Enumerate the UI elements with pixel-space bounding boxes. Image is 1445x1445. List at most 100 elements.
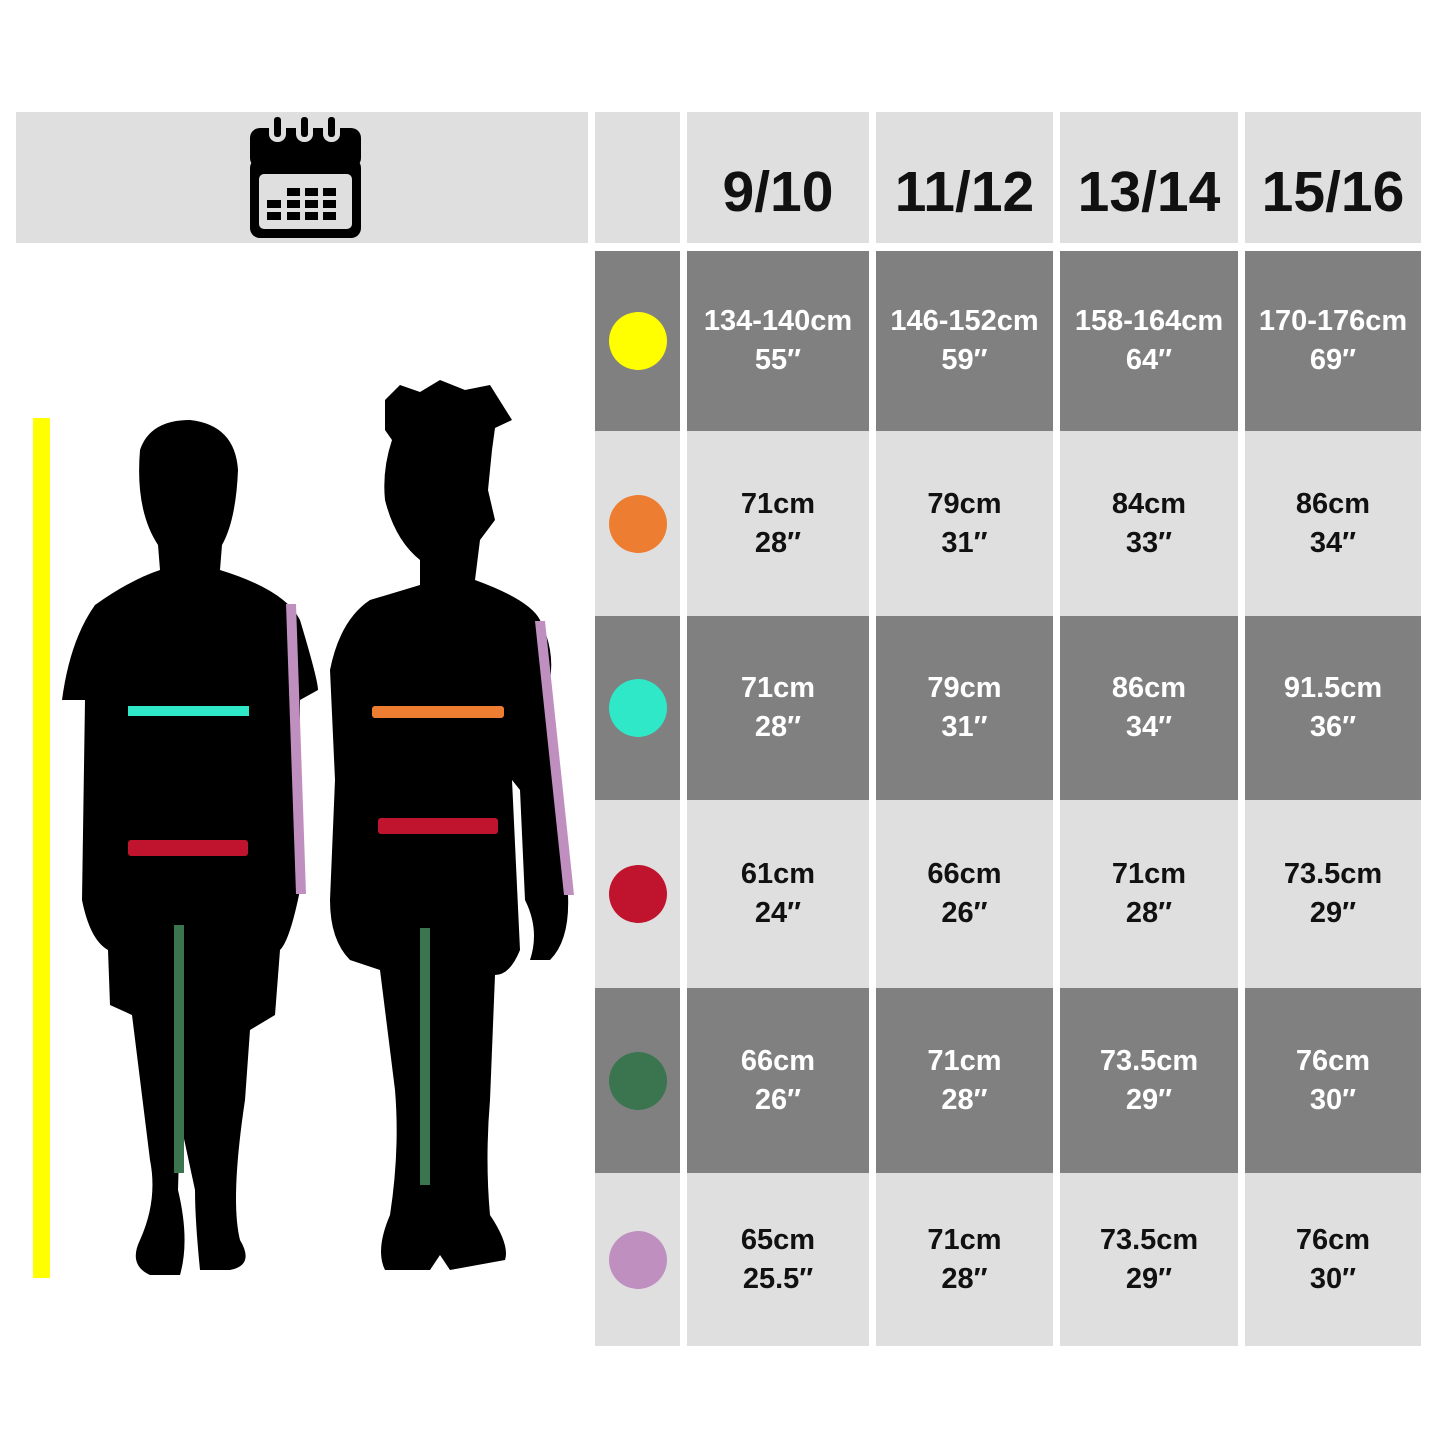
chest-measure-line-girl bbox=[372, 706, 504, 718]
inseam-measure-line-boy bbox=[174, 925, 184, 1173]
cm-value: 66cm bbox=[740, 1044, 816, 1077]
size-cell: 73.5cm 29″ bbox=[1060, 1173, 1238, 1346]
size-cell: 71cm 28″ bbox=[687, 431, 869, 616]
boy-silhouette bbox=[62, 420, 318, 1275]
cm-value: 73.5cm bbox=[1099, 1044, 1199, 1077]
cm-value: 79cm bbox=[927, 487, 1002, 520]
size-header-15-16: 15/16 bbox=[1245, 112, 1421, 243]
size-header-11-12: 11/12 bbox=[876, 112, 1053, 243]
waist-measure-line-boy bbox=[128, 840, 248, 856]
inch-value: 33″ bbox=[1125, 526, 1173, 559]
inch-value: 31″ bbox=[941, 526, 988, 559]
figure-band bbox=[16, 988, 588, 1173]
cm-value: 91.5cm bbox=[1283, 672, 1383, 704]
size-cell: 71cm 28″ bbox=[876, 988, 1053, 1173]
inch-value: 30″ bbox=[1309, 1083, 1357, 1116]
header-figure-panel bbox=[16, 112, 588, 243]
cm-value: 61cm bbox=[740, 858, 816, 890]
size-cell: 76cm 30″ bbox=[1245, 1173, 1421, 1346]
size-cell: 86cm 34″ bbox=[1060, 616, 1238, 800]
header-key-panel bbox=[595, 112, 680, 243]
figure-band bbox=[0, 1173, 588, 1346]
size-cell: 61cm 24″ bbox=[687, 800, 869, 988]
measure-color-dot bbox=[609, 494, 667, 553]
cm-value: 76cm bbox=[1295, 1223, 1371, 1256]
inch-value: 28″ bbox=[1125, 897, 1173, 929]
cm-value: 71cm bbox=[1111, 858, 1187, 890]
size-cell: 66cm 26″ bbox=[876, 800, 1053, 988]
inch-value: 28″ bbox=[941, 1262, 988, 1295]
cm-value: 79cm bbox=[927, 672, 1002, 704]
size-cell: 79cm 31″ bbox=[876, 616, 1053, 800]
inch-value: 28″ bbox=[754, 711, 802, 743]
figure-band bbox=[16, 800, 588, 988]
measure-color-dot bbox=[609, 679, 667, 737]
arm-measure-line-boy bbox=[286, 604, 306, 894]
inch-value: 59″ bbox=[941, 344, 988, 376]
cm-value: 86cm bbox=[1295, 487, 1371, 520]
size-cell: 73.5cm 29″ bbox=[1245, 800, 1421, 988]
cm-value: 71cm bbox=[927, 1223, 1002, 1256]
size-cell: 134-140cm 55″ bbox=[687, 251, 869, 431]
cm-value: 73.5cm bbox=[1099, 1223, 1199, 1256]
cm-value: 134-140cm bbox=[703, 305, 853, 337]
inseam-measure-line-girl bbox=[420, 928, 430, 1185]
measure-color-dot bbox=[609, 312, 667, 370]
inch-value: 34″ bbox=[1309, 526, 1357, 559]
cm-value: 65cm bbox=[740, 1223, 816, 1256]
size-cell: 71cm 28″ bbox=[1060, 800, 1238, 988]
corner-gap bbox=[0, 1173, 16, 1218]
size-cell: 86cm 34″ bbox=[1245, 431, 1421, 616]
cm-value: 66cm bbox=[927, 858, 1002, 890]
measure-color-dot bbox=[609, 865, 667, 923]
measure-color-dot bbox=[609, 1051, 667, 1110]
size-cell: 66cm 26″ bbox=[687, 988, 869, 1173]
cm-value: 71cm bbox=[740, 487, 816, 520]
cm-value: 73.5cm bbox=[1283, 858, 1383, 890]
cm-value: 170-176cm bbox=[1258, 305, 1408, 337]
size-cell: 73.5cm 29″ bbox=[1060, 988, 1238, 1173]
cm-value: 84cm bbox=[1111, 487, 1187, 520]
inch-value: 26″ bbox=[754, 1083, 802, 1116]
size-cell: 170-176cm 69″ bbox=[1245, 251, 1421, 431]
girl-silhouette bbox=[330, 380, 569, 1270]
inch-value: 28″ bbox=[941, 1083, 988, 1116]
arm-measure-line-girl bbox=[535, 621, 574, 895]
size-cell: 91.5cm 36″ bbox=[1245, 616, 1421, 800]
cm-value: 86cm bbox=[1111, 672, 1187, 704]
inch-value: 55″ bbox=[754, 344, 802, 376]
inch-value: 29″ bbox=[1125, 1262, 1173, 1295]
inch-value: 25.5″ bbox=[742, 1262, 814, 1295]
size-cell: 84cm 33″ bbox=[1060, 431, 1238, 616]
figure-band bbox=[16, 251, 588, 431]
waist-measure-line-girl bbox=[378, 818, 498, 834]
inch-value: 69″ bbox=[1309, 344, 1357, 376]
inch-value: 29″ bbox=[1125, 1083, 1173, 1116]
size-cell: 158-164cm 64″ bbox=[1060, 251, 1238, 431]
size-cell: 71cm 28″ bbox=[687, 616, 869, 800]
size-cell: 79cm 31″ bbox=[876, 431, 1053, 616]
size-header-13-14: 13/14 bbox=[1060, 112, 1238, 243]
inch-value: 36″ bbox=[1309, 711, 1357, 743]
cm-value: 71cm bbox=[740, 672, 816, 704]
inch-value: 29″ bbox=[1309, 897, 1357, 929]
size-header-9-10: 9/10 bbox=[687, 112, 869, 243]
inch-value: 26″ bbox=[941, 897, 988, 929]
cm-value: 71cm bbox=[927, 1044, 1002, 1077]
cm-value: 146-152cm bbox=[890, 305, 1039, 337]
size-cell: 76cm 30″ bbox=[1245, 988, 1421, 1173]
inch-value: 34″ bbox=[1125, 711, 1173, 743]
size-cell: 65cm 25.5″ bbox=[687, 1173, 869, 1346]
inch-value: 64″ bbox=[1125, 344, 1173, 376]
cm-value: 76cm bbox=[1295, 1044, 1371, 1077]
cm-value: 158-164cm bbox=[1074, 305, 1224, 337]
inch-value: 30″ bbox=[1309, 1262, 1357, 1295]
inch-value: 31″ bbox=[941, 711, 988, 743]
figure-band bbox=[16, 431, 588, 616]
figure-band bbox=[16, 616, 588, 800]
height-measure-line bbox=[33, 418, 50, 1278]
size-cell: 71cm 28″ bbox=[876, 1173, 1053, 1346]
chest-measure-line-boy bbox=[128, 706, 249, 716]
inch-value: 24″ bbox=[754, 897, 802, 929]
measure-color-dot bbox=[609, 1230, 667, 1289]
